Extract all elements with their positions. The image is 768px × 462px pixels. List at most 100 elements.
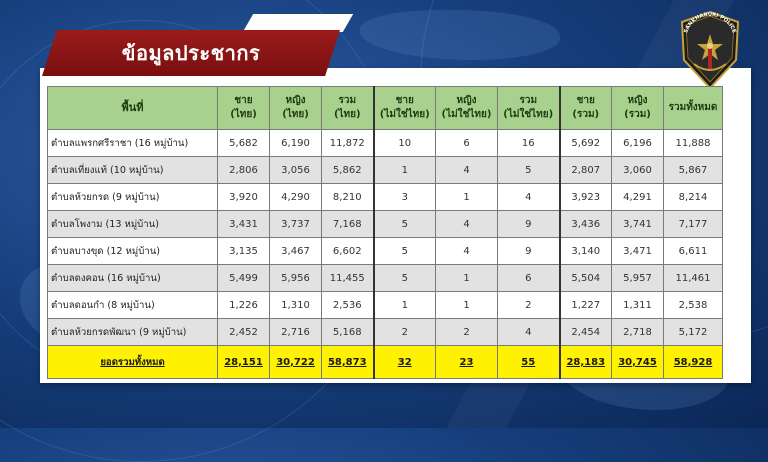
cell: 5 (372, 237, 436, 265)
table-row: ตำบลบางขุด (12 หมู่บ้าน) 3,135 3,467 6,6… (47, 237, 723, 265)
row-area-name: ตำบลบางขุด (12 หมู่บ้าน) (47, 237, 218, 265)
cell: 5,499 (217, 264, 270, 292)
cell: 3,467 (269, 237, 322, 265)
cell: 6,611 (663, 237, 723, 265)
cell: 6,196 (611, 129, 664, 157)
cell: 5,682 (217, 129, 270, 157)
cell: 5,867 (663, 156, 723, 184)
total-label: ยอดรวมทั้งหมด (47, 345, 218, 379)
cell: 1,311 (611, 291, 664, 319)
cell: 4,291 (611, 183, 664, 211)
cell: 11,455 (321, 264, 374, 292)
total-cell: 23 (435, 345, 498, 379)
cell: 6,602 (321, 237, 374, 265)
cell: 3,471 (611, 237, 664, 265)
cell: 2,454 (558, 318, 612, 346)
total-cell: 28,151 (217, 345, 270, 379)
cell: 1 (435, 291, 498, 319)
total-cell: 28,183 (558, 345, 612, 379)
cell: 4 (497, 318, 560, 346)
cell: 3,060 (611, 156, 664, 184)
cell: 4 (497, 183, 560, 211)
cell: 5,504 (558, 264, 612, 292)
police-badge-icon: SANKHABURI POLICE (680, 10, 740, 90)
total-cell: 58,873 (321, 345, 374, 379)
cell: 2,452 (217, 318, 270, 346)
cell: 1 (435, 264, 498, 292)
cell: 1 (372, 156, 436, 184)
cell: 16 (497, 129, 560, 157)
page-title: ข้อมูลประชากร (121, 41, 261, 65)
table-row: ตำบลโพงาม (13 หมู่บ้าน) 3,431 3,737 7,16… (47, 210, 723, 238)
cell: 3,737 (269, 210, 322, 238)
cell: 2 (435, 318, 498, 346)
cell: 7,177 (663, 210, 723, 238)
cell: 4 (435, 237, 498, 265)
cell: 9 (497, 237, 560, 265)
cell: 1,227 (558, 291, 612, 319)
cell: 8,210 (321, 183, 374, 211)
cell: 5 (372, 264, 436, 292)
cell: 1 (372, 291, 436, 319)
cell: 2,718 (611, 318, 664, 346)
cell: 2,807 (558, 156, 612, 184)
cell: 8,214 (663, 183, 723, 211)
cell: 4,290 (269, 183, 322, 211)
total-cell: 30,722 (269, 345, 322, 379)
header-female-all: หญิง (รวม) (611, 86, 664, 130)
total-cell: 30,745 (611, 345, 664, 379)
table-row: ตำบลเที่ยงแท้ (10 หมู่บ้าน) 2,806 3,056 … (47, 156, 723, 184)
police-logo: SANKHABURI POLICE (676, 10, 744, 90)
row-area-name: ตำบลเที่ยงแท้ (10 หมู่บ้าน) (47, 156, 218, 184)
cell: 2 (497, 291, 560, 319)
cell: 3,923 (558, 183, 612, 211)
cell: 2 (372, 318, 436, 346)
table-header-row: พื้นที่ ชาย (ไทย) หญิง (ไทย) รวม (ไทย) ชาย(… (47, 86, 723, 130)
cell: 6 (435, 129, 498, 157)
cell: 5,957 (611, 264, 664, 292)
cell: 9 (497, 210, 560, 238)
population-table: พื้นที่ ชาย (ไทย) หญิง (ไทย) รวม (ไทย) ชาย(… (47, 86, 723, 379)
table-row: ตำบลห้วยกรด (9 หมู่บ้าน) 3,920 4,290 8,2… (47, 183, 723, 211)
cell: 5,956 (269, 264, 322, 292)
cell: 1,226 (217, 291, 270, 319)
row-area-name: ตำบลแพรกศรีราชา (16 หมู่บ้าน) (47, 129, 218, 157)
cell: 1,310 (269, 291, 322, 319)
cell: 3 (372, 183, 436, 211)
header-female-nonthai: หญิง (ไม่ใช่ไทย) (435, 86, 498, 130)
cell: 5,862 (321, 156, 374, 184)
cell: 2,538 (663, 291, 723, 319)
row-area-name: ตำบลห้วยกรด (9 หมู่บ้าน) (47, 183, 218, 211)
row-area-name: ตำบลดอนกำ (8 หมู่บ้าน) (47, 291, 218, 319)
cell: 3,056 (269, 156, 322, 184)
cell: 2,716 (269, 318, 322, 346)
header-grand-total: รวมทั้งหมด (663, 86, 723, 130)
cell: 3,135 (217, 237, 270, 265)
cell: 3,920 (217, 183, 270, 211)
cell: 5 (497, 156, 560, 184)
cell: 3,431 (217, 210, 270, 238)
header-male-nonthai: ชาย (ไม่ใช่ไทย) (372, 86, 436, 130)
cell: 5,172 (663, 318, 723, 346)
table-row: ตำบลห้วยกรดพัฒนา (9 หมู่บ้าน) 2,452 2,71… (47, 318, 723, 346)
row-area-name: ตำบลห้วยกรดพัฒนา (9 หมู่บ้าน) (47, 318, 218, 346)
cell: 2,536 (321, 291, 374, 319)
cell: 5,692 (558, 129, 612, 157)
cell: 11,461 (663, 264, 723, 292)
cell: 6,190 (269, 129, 322, 157)
total-cell: 32 (372, 345, 436, 379)
cell: 10 (372, 129, 436, 157)
total-cell: 58,928 (663, 345, 723, 379)
row-area-name: ตำบลโพงาม (13 หมู่บ้าน) (47, 210, 218, 238)
row-area-name: ตำบลดงคอน (16 หมู่บ้าน) (47, 264, 218, 292)
title-banner (42, 30, 340, 76)
cell: 7,168 (321, 210, 374, 238)
table-total-row: ยอดรวมทั้งหมด 28,151 30,722 58,873 32 23… (47, 345, 723, 379)
cell: 6 (497, 264, 560, 292)
cell: 11,872 (321, 129, 374, 157)
table-row: ตำบลแพรกศรีราชา (16 หมู่บ้าน) 5,682 6,19… (47, 129, 723, 157)
cell: 5,168 (321, 318, 374, 346)
cell: 11,888 (663, 129, 723, 157)
cell: 2,806 (217, 156, 270, 184)
cell: 3,140 (558, 237, 612, 265)
